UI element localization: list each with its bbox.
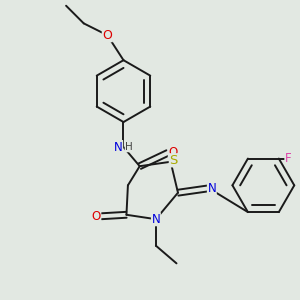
Text: O: O [102, 29, 112, 42]
Text: N: N [114, 141, 123, 154]
Text: H: H [125, 142, 133, 152]
Text: F: F [285, 152, 292, 165]
Text: O: O [92, 210, 101, 223]
Text: N: N [152, 213, 160, 226]
Text: S: S [169, 154, 178, 167]
Text: O: O [168, 146, 178, 159]
Text: N: N [208, 182, 216, 195]
